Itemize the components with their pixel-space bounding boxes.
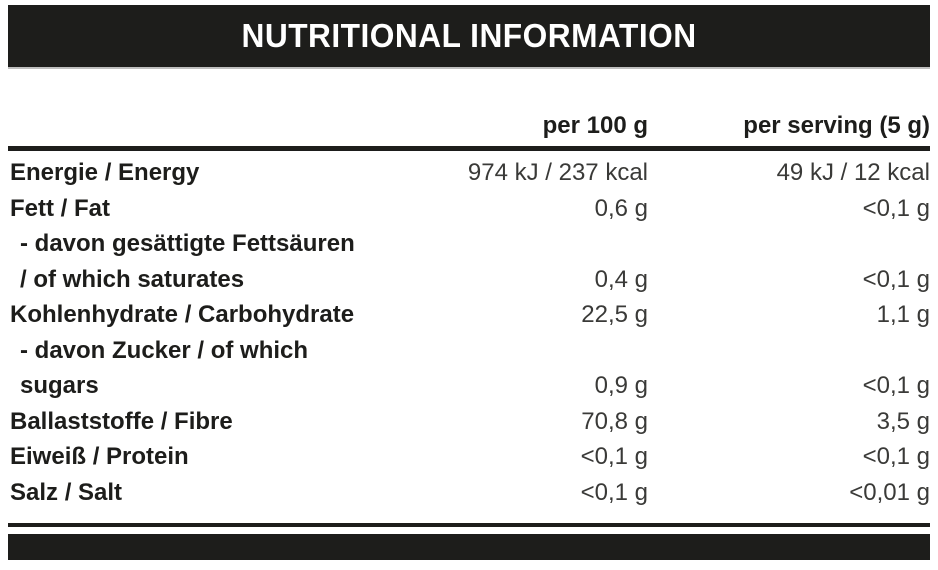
row-label: Energie / Energy	[8, 155, 428, 191]
row-value-per-100g: <0,1 g	[580, 443, 648, 470]
row-value-per-100g: 0,6 g	[594, 194, 648, 222]
row-label-line: - davon gesättigte Fettsäuren	[20, 230, 355, 257]
table-row: Salz / Salt <0,1 g <0,01 g	[8, 475, 930, 511]
row-value-per-serving: <0,01 g	[849, 478, 930, 506]
table-row: - davon gesättigte Fettsäuren / of which …	[8, 226, 930, 297]
row-value-per-serving: 1,1 g	[876, 301, 930, 328]
row-label: Eiweiß / Protein	[8, 439, 428, 475]
row-label-line: Eiweiß / Protein	[10, 443, 189, 470]
table-body: Energie / Energy 974 kJ / 237 kcal 49 kJ…	[8, 151, 930, 510]
row-label: Kohlenhydrate / Carbohydrate	[8, 297, 428, 333]
column-header-per-100g: per 100 g	[542, 111, 648, 139]
row-label: - davon gesättigte Fettsäuren / of which …	[8, 226, 428, 297]
row-label: Ballaststoffe / Fibre	[8, 404, 428, 440]
row-value-per-serving: <0,1 g	[862, 194, 930, 222]
row-label: - davon Zucker / of which sugars	[8, 333, 428, 404]
row-label: Salz / Salt	[8, 475, 428, 511]
table-row: Energie / Energy 974 kJ / 237 kcal 49 kJ…	[8, 155, 930, 191]
row-label-line: sugars	[20, 372, 99, 399]
row-value-per-100g: 22,5 g	[581, 301, 648, 328]
row-label-line: Fett / Fat	[10, 194, 110, 222]
row-label-line: Kohlenhydrate / Carbohydrate	[10, 301, 355, 328]
bottom-rule	[8, 523, 930, 527]
page-title: NUTRITIONAL INFORMATION	[241, 17, 697, 54]
table-row: Eiweiß / Protein <0,1 g <0,1 g	[8, 439, 930, 475]
row-label-line: - davon Zucker / of which	[20, 336, 309, 364]
row-value-per-100g: 0,9 g	[594, 372, 648, 399]
column-header-per-serving: per serving (5 g)	[743, 111, 930, 139]
row-label-line: Energie / Energy	[10, 159, 200, 186]
row-value-per-100g: 0,4 g	[594, 265, 648, 293]
nutrition-table: per 100 g per serving (5 g) Energie / En…	[8, 95, 930, 527]
row-value-per-100g: 974 kJ / 237 kcal	[467, 159, 648, 186]
table-row: Fett / Fat 0,6 g <0,1 g	[8, 191, 930, 227]
table-row: Kohlenhydrate / Carbohydrate 22,5 g 1,1 …	[8, 297, 930, 333]
row-value-per-serving: <0,1 g	[862, 443, 930, 470]
row-label: Fett / Fat	[8, 191, 428, 227]
row-value-per-100g: 70,8 g	[581, 407, 648, 435]
table-row: - davon Zucker / of which sugars 0,9 g <0…	[8, 333, 930, 404]
row-value-per-serving: 3,5 g	[876, 407, 930, 435]
footer-bar	[8, 534, 930, 560]
row-value-per-serving: <0,1 g	[862, 372, 930, 399]
table-header-row: per 100 g per serving (5 g)	[8, 95, 930, 151]
row-label-line: / of which saturates	[20, 265, 245, 293]
title-bar: NUTRITIONAL INFORMATION	[8, 5, 930, 67]
row-label-line: Ballaststoffe / Fibre	[10, 407, 233, 435]
table-row: Ballaststoffe / Fibre 70,8 g 3,5 g	[8, 404, 930, 440]
row-value-per-serving: <0,1 g	[862, 265, 930, 293]
row-value-per-serving: 49 kJ / 12 kcal	[776, 159, 930, 186]
row-label-line: Salz / Salt	[10, 478, 123, 506]
row-value-per-100g: <0,1 g	[580, 478, 648, 506]
